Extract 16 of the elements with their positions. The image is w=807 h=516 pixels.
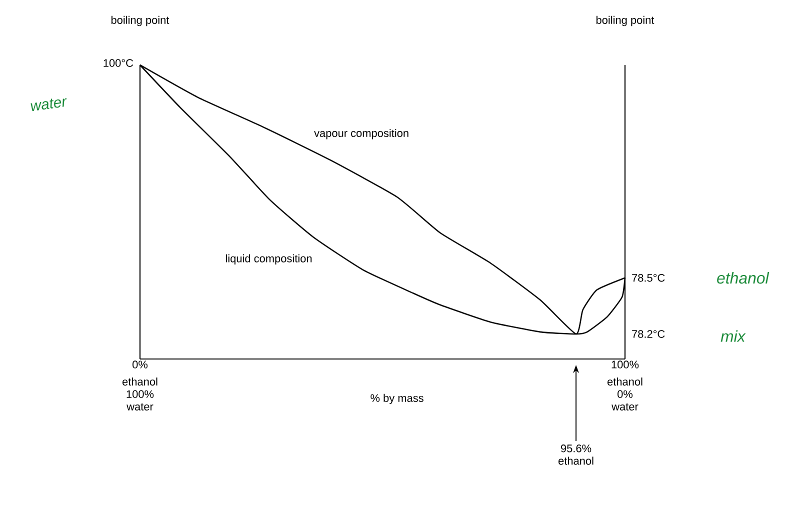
x-axis-title: % by mass (370, 394, 424, 404)
text: ethanol 100% water (122, 378, 158, 410)
x-tick-label: 100% (612, 360, 639, 368)
series-label: liquid composition (226, 254, 312, 265)
text: mix (720, 330, 746, 342)
annotation: 100°C (104, 59, 134, 67)
text: 95.6% ethanol (558, 444, 594, 465)
y2-axis-title: boiling point (596, 16, 654, 26)
text: ethanol (717, 272, 770, 284)
text: water (30, 98, 67, 112)
series-label: vapour composition (314, 128, 408, 140)
annotation: 78.5°C (632, 274, 665, 282)
y-axis-title: boiling point (111, 16, 170, 26)
text: ethanol 0% water (608, 378, 642, 410)
x-tick-label: 0% (132, 360, 148, 368)
text: 78.2°C (632, 330, 665, 338)
